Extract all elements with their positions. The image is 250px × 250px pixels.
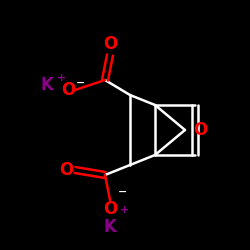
Text: O: O [103, 35, 117, 53]
Text: K: K [40, 76, 54, 94]
Text: +: + [57, 73, 66, 83]
Text: O: O [193, 121, 207, 139]
Text: −: − [76, 78, 86, 88]
Text: +: + [120, 205, 129, 215]
Text: O: O [103, 200, 117, 218]
Text: K: K [104, 218, 117, 236]
Text: −: − [118, 187, 128, 197]
Text: O: O [61, 81, 75, 99]
Text: O: O [59, 161, 73, 179]
